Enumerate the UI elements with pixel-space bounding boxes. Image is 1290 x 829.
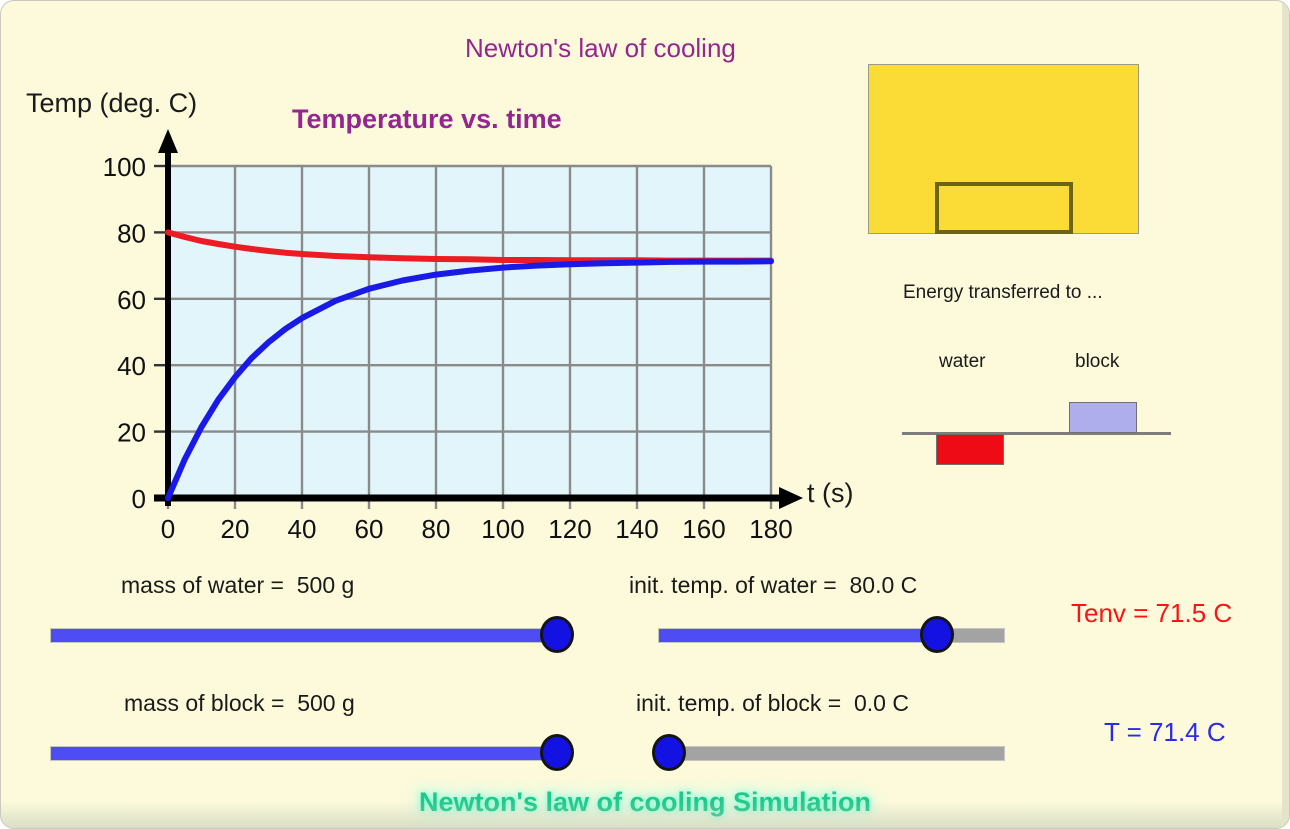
- svg-text:80: 80: [117, 218, 146, 248]
- slider-fill: [51, 629, 557, 642]
- init-temp-of-water-label: init. temp. of water = 80.0 C: [629, 572, 918, 598]
- init-temp-of-water-slider[interactable]: [658, 616, 1005, 653]
- mass-of-block-label: mass of block = 500 g: [124, 690, 355, 716]
- energy-bar-water: [936, 434, 1004, 465]
- app-title: Newton's law of cooling: [465, 33, 736, 63]
- svg-text:20: 20: [221, 514, 250, 544]
- slider-knob[interactable]: [539, 734, 574, 771]
- svg-text:0: 0: [161, 514, 175, 544]
- init-temp-of-block-slider[interactable]: [652, 734, 1005, 771]
- mass-of-water-slider[interactable]: [50, 616, 574, 653]
- energy-bar-label-block: block: [1075, 351, 1120, 372]
- chart-title: Temperature vs. time: [292, 104, 562, 134]
- slider-fill: [51, 747, 557, 760]
- svg-text:160: 160: [682, 514, 725, 544]
- svg-text:100: 100: [103, 152, 146, 182]
- slider-knob[interactable]: [919, 616, 954, 653]
- tenv-readout: Tenv = 71.5 C: [1071, 598, 1233, 628]
- energy-panel-heading: Energy transferred to ...: [903, 282, 1103, 303]
- mass-of-block-slider[interactable]: [50, 734, 574, 771]
- energy-bar-label-water: water: [939, 351, 986, 372]
- mass-of-water-label: mass of water = 500 g: [121, 572, 355, 598]
- water-container-rect: [868, 64, 1139, 234]
- slider-knob[interactable]: [652, 734, 687, 771]
- svg-text:80: 80: [422, 514, 451, 544]
- temperature-chart: 0 20 40 60 80 100 0 20 40 60 80 100 120 140 160 180: [103, 129, 803, 544]
- svg-text:40: 40: [117, 351, 146, 381]
- svg-text:20: 20: [117, 418, 146, 448]
- energy-bar-block: [1069, 402, 1137, 433]
- slider-knob[interactable]: [539, 616, 574, 653]
- bottom-shade: [1, 801, 1289, 828]
- svg-text:60: 60: [117, 285, 146, 315]
- t-readout: T = 71.4 C: [1104, 717, 1226, 747]
- energy-baseline: [902, 432, 1171, 435]
- svg-text:60: 60: [355, 514, 384, 544]
- block-rect: [935, 182, 1073, 234]
- svg-text:120: 120: [548, 514, 591, 544]
- y-axis-label: Temp (deg. C): [26, 88, 198, 118]
- svg-text:40: 40: [288, 514, 317, 544]
- x-axis-label: t (s): [807, 478, 854, 508]
- slider-fill: [659, 629, 937, 642]
- svg-text:0: 0: [132, 484, 146, 514]
- svg-text:100: 100: [481, 514, 524, 544]
- right-edge-shade: [1282, 1, 1289, 828]
- svg-text:140: 140: [615, 514, 658, 544]
- init-temp-of-block-label: init. temp. of block = 0.0 C: [636, 690, 909, 716]
- svg-text:180: 180: [749, 514, 792, 544]
